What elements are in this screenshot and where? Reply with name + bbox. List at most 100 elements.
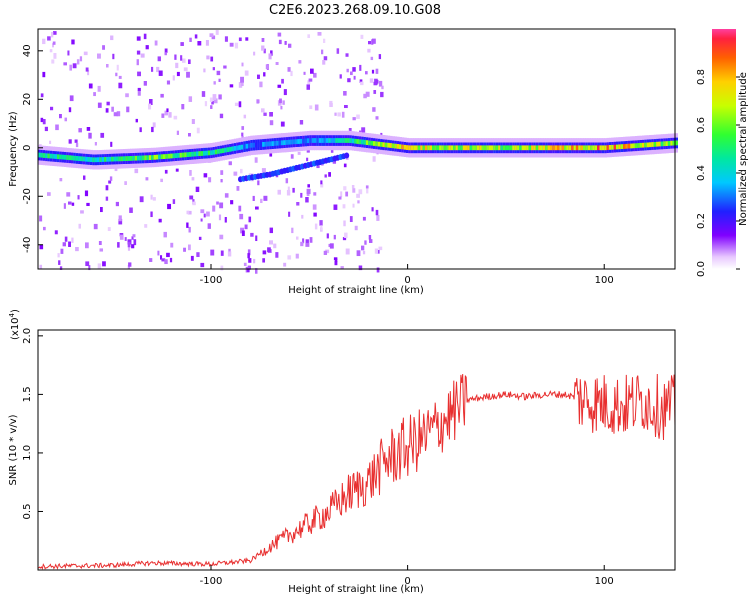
spectrogram-ridge-cell [264, 141, 268, 147]
spectrogram-noise-cell [66, 192, 71, 197]
spectrogram-ridge-cell [266, 141, 270, 147]
spectrogram-noise-cell [248, 216, 252, 223]
spectrogram-noise-cell [125, 93, 129, 98]
spectrogram-noise-cell [118, 215, 122, 222]
spectrogram-noise-cell [224, 193, 229, 198]
spectrogram-ridge-cell [335, 138, 339, 143]
spectrogram-noise-cell [368, 41, 372, 45]
spectrogram-noise-cell [137, 87, 141, 91]
spectrogram-ridge-cell [332, 138, 336, 143]
spectrogram-noise-cell [180, 55, 183, 61]
spectrogram-noise-cell [85, 67, 89, 72]
spectrogram-noise-cell [191, 119, 195, 125]
spectrogram-noise-cell [352, 117, 356, 121]
spectrogram-noise-cell [342, 237, 347, 241]
spectrogram-noise-cell [186, 210, 190, 215]
spectrogram-ridge-cell [479, 145, 483, 151]
spectrogram-ridge-cell [373, 141, 376, 146]
spectrogram-noise-cell [62, 242, 66, 247]
spectrogram-noise-cell [218, 78, 221, 82]
spectrogram-noise-cell [306, 188, 311, 195]
spectrogram-noise-cell [238, 101, 242, 108]
spectrogram-ridge-cell [240, 144, 244, 150]
spectrogram-ridge-cell [217, 149, 221, 154]
spectrogram-ridge-cell [552, 145, 556, 151]
spectrogram-ridge-cell [231, 146, 235, 152]
spectrogram-ridge-cell [524, 145, 527, 151]
spectrogram-noise-cell [118, 75, 122, 79]
spectrogram-noise-cell [198, 236, 202, 241]
spectrogram-noise-cell [139, 196, 144, 203]
spectrogram-noise-cell [40, 117, 44, 123]
spectrogram-noise-cell [312, 204, 317, 210]
spectrogram-ridge-cell [318, 138, 322, 143]
spectrogram-noise-cell [336, 48, 340, 54]
spectrogram-noise-cell [197, 41, 202, 46]
spectrogram-ridge-cell [627, 143, 631, 149]
spectrogram-noise-cell [261, 168, 266, 174]
spectrogram-ridge-cell [196, 151, 200, 157]
spectrogram-noise-cell [71, 39, 75, 45]
spectrogram-ridge-cell [420, 145, 424, 151]
spectrogram-ridge-cell [443, 145, 447, 151]
spectrogram-ridge-cell [198, 151, 202, 156]
spectrogram-noise-cell [110, 141, 113, 147]
spectrogram-noise-cell [302, 238, 305, 244]
spectrogram-noise-cell [247, 268, 250, 273]
spectrogram-noise-cell [270, 50, 273, 56]
spectrogram-ridge-cell [620, 144, 624, 149]
spectrogram-ridge-cell [325, 138, 329, 143]
spectrogram-noise-cell [158, 218, 162, 223]
spectrogram-noise-cell [241, 62, 244, 67]
spectrogram-ridge-cell [538, 145, 542, 151]
colorbar-ticks: 0.0 0.2 0.4 0.6 0.8 [696, 69, 740, 277]
spectrogram-panel: -100 0 100 -40 -20 0 20 40 Height of straight l… [8, 28, 678, 296]
spectrogram-ridge-cell [535, 145, 539, 151]
spectrogram-noise-cell [263, 112, 267, 116]
spectrogram-noise-cell [269, 240, 273, 245]
spectrogram-noise-cell [143, 81, 147, 86]
snr-frame [37, 329, 676, 571]
spectrogram-ridge-cell [73, 155, 77, 161]
spectrogram-ridge-cell [585, 145, 589, 151]
spectrogram-ridge-cell [608, 145, 612, 150]
spectrogram-noise-cell [42, 38, 46, 45]
spectrogram-noise-cell [357, 200, 360, 204]
spectrogram-noise-cell [143, 33, 147, 40]
spectrogram-noise-cell [187, 210, 192, 215]
spectrogram-ridge-cell [167, 153, 171, 159]
spectrogram-ridge-cell [651, 142, 655, 147]
spectrogram-noise-cell [152, 197, 156, 201]
spectrogram-noise-cell [127, 246, 131, 251]
spectrogram-ridge-cell [191, 151, 195, 157]
spectrogram-ridge-cell [380, 142, 384, 147]
spectrogram-frame [37, 28, 676, 270]
spectrogram-ridge-cell [257, 142, 261, 148]
spectrogram-ylabel: Frequency (Hz) [8, 111, 19, 187]
spectrogram-noise-cell [305, 197, 309, 203]
spectrogram-noise-cell [196, 127, 200, 134]
spectrogram-noise-cell [93, 92, 96, 97]
spectrogram-ridge-cell [273, 141, 277, 146]
spectrogram-ridge-cell [177, 153, 181, 158]
spectrogram-noise-cell [102, 45, 105, 50]
spectrogram-noise-cell [372, 107, 376, 112]
spectrogram-noise-cell [359, 79, 363, 83]
spectrogram-noise-cell [58, 260, 61, 265]
spectrogram-noise-cell [175, 62, 179, 69]
spectrogram-ridge-cell [578, 145, 582, 151]
spectrogram-noise-cell [329, 103, 333, 108]
spectrogram-noise-cell [229, 42, 234, 47]
spectrogram-ridge-cell [476, 145, 480, 151]
spectrogram-ridge-cell [354, 138, 358, 144]
spectrogram-noise-cell [59, 266, 63, 270]
spectrogram-ridge-cell [509, 145, 513, 151]
spectrogram-noise-cell [281, 78, 284, 84]
spectrogram-noise-cell [305, 239, 309, 246]
spectrogram-ridge-cell [250, 142, 254, 148]
spectrogram-ridge-cell [344, 138, 348, 143]
spectrogram-noise-cell [47, 36, 51, 41]
spectrogram-noise-cell [208, 177, 212, 183]
spectrogram-noise-cell [86, 127, 91, 131]
spectrogram-noise-cell [300, 241, 304, 247]
